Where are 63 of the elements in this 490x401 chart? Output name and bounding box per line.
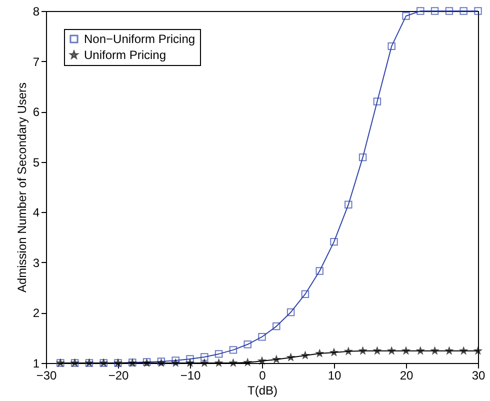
point — [244, 358, 252, 366]
x-tick-label: 20 — [400, 368, 414, 382]
point — [388, 42, 396, 50]
x-tick-label: 10 — [328, 368, 342, 382]
point — [316, 350, 324, 357]
point — [214, 350, 223, 358]
x-tick-label: 0 — [259, 368, 266, 382]
point — [445, 7, 454, 15]
point — [186, 355, 194, 363]
y-tick-label: 8 — [32, 4, 40, 18]
point — [286, 308, 295, 316]
y-tick-label: 1 — [32, 356, 40, 370]
point — [215, 359, 222, 366]
point — [272, 356, 280, 363]
y-tick-label: 4 — [32, 206, 40, 220]
point — [258, 357, 266, 364]
legend-label: Non−Uniform Pricing — [84, 32, 196, 46]
point — [302, 352, 309, 359]
point — [359, 347, 366, 354]
y-tick-label: 7 — [32, 54, 40, 69]
legend-label: Uniform Pricing — [84, 48, 166, 62]
point — [330, 238, 338, 246]
point — [388, 347, 396, 354]
point — [272, 322, 280, 330]
x-axis-title: T(dB) — [248, 384, 278, 398]
y-tick-label: 2 — [32, 306, 40, 320]
point — [374, 347, 381, 354]
point — [258, 332, 266, 341]
point — [460, 7, 468, 15]
x-tick-label: −10 — [180, 368, 201, 382]
point — [416, 7, 424, 15]
point — [200, 359, 208, 366]
point — [330, 348, 338, 356]
point — [316, 267, 324, 275]
point — [344, 348, 352, 355]
point — [230, 359, 237, 366]
point — [172, 356, 180, 364]
point — [402, 347, 410, 354]
point — [416, 347, 424, 354]
point — [200, 353, 208, 361]
point — [446, 347, 453, 354]
point — [229, 346, 238, 354]
point — [474, 347, 482, 354]
point — [373, 98, 382, 106]
point — [402, 12, 410, 20]
y-tick-label: 5 — [32, 155, 40, 170]
point — [344, 200, 352, 208]
point — [186, 359, 194, 366]
y-axis-title: Admission Number of Secondary Users — [14, 82, 29, 293]
point — [474, 7, 482, 15]
point — [172, 359, 180, 366]
point — [287, 354, 294, 361]
x-tick-label: −20 — [108, 368, 129, 382]
y-tick-label: 6 — [32, 105, 40, 120]
point — [431, 347, 438, 354]
point — [244, 340, 252, 348]
point — [430, 7, 439, 15]
x-tick-label: −30 — [36, 368, 57, 382]
point — [460, 347, 468, 354]
y-tick-label: 3 — [32, 256, 40, 270]
x-tick-label: 30 — [472, 368, 486, 382]
point — [301, 290, 310, 298]
point — [358, 153, 367, 162]
